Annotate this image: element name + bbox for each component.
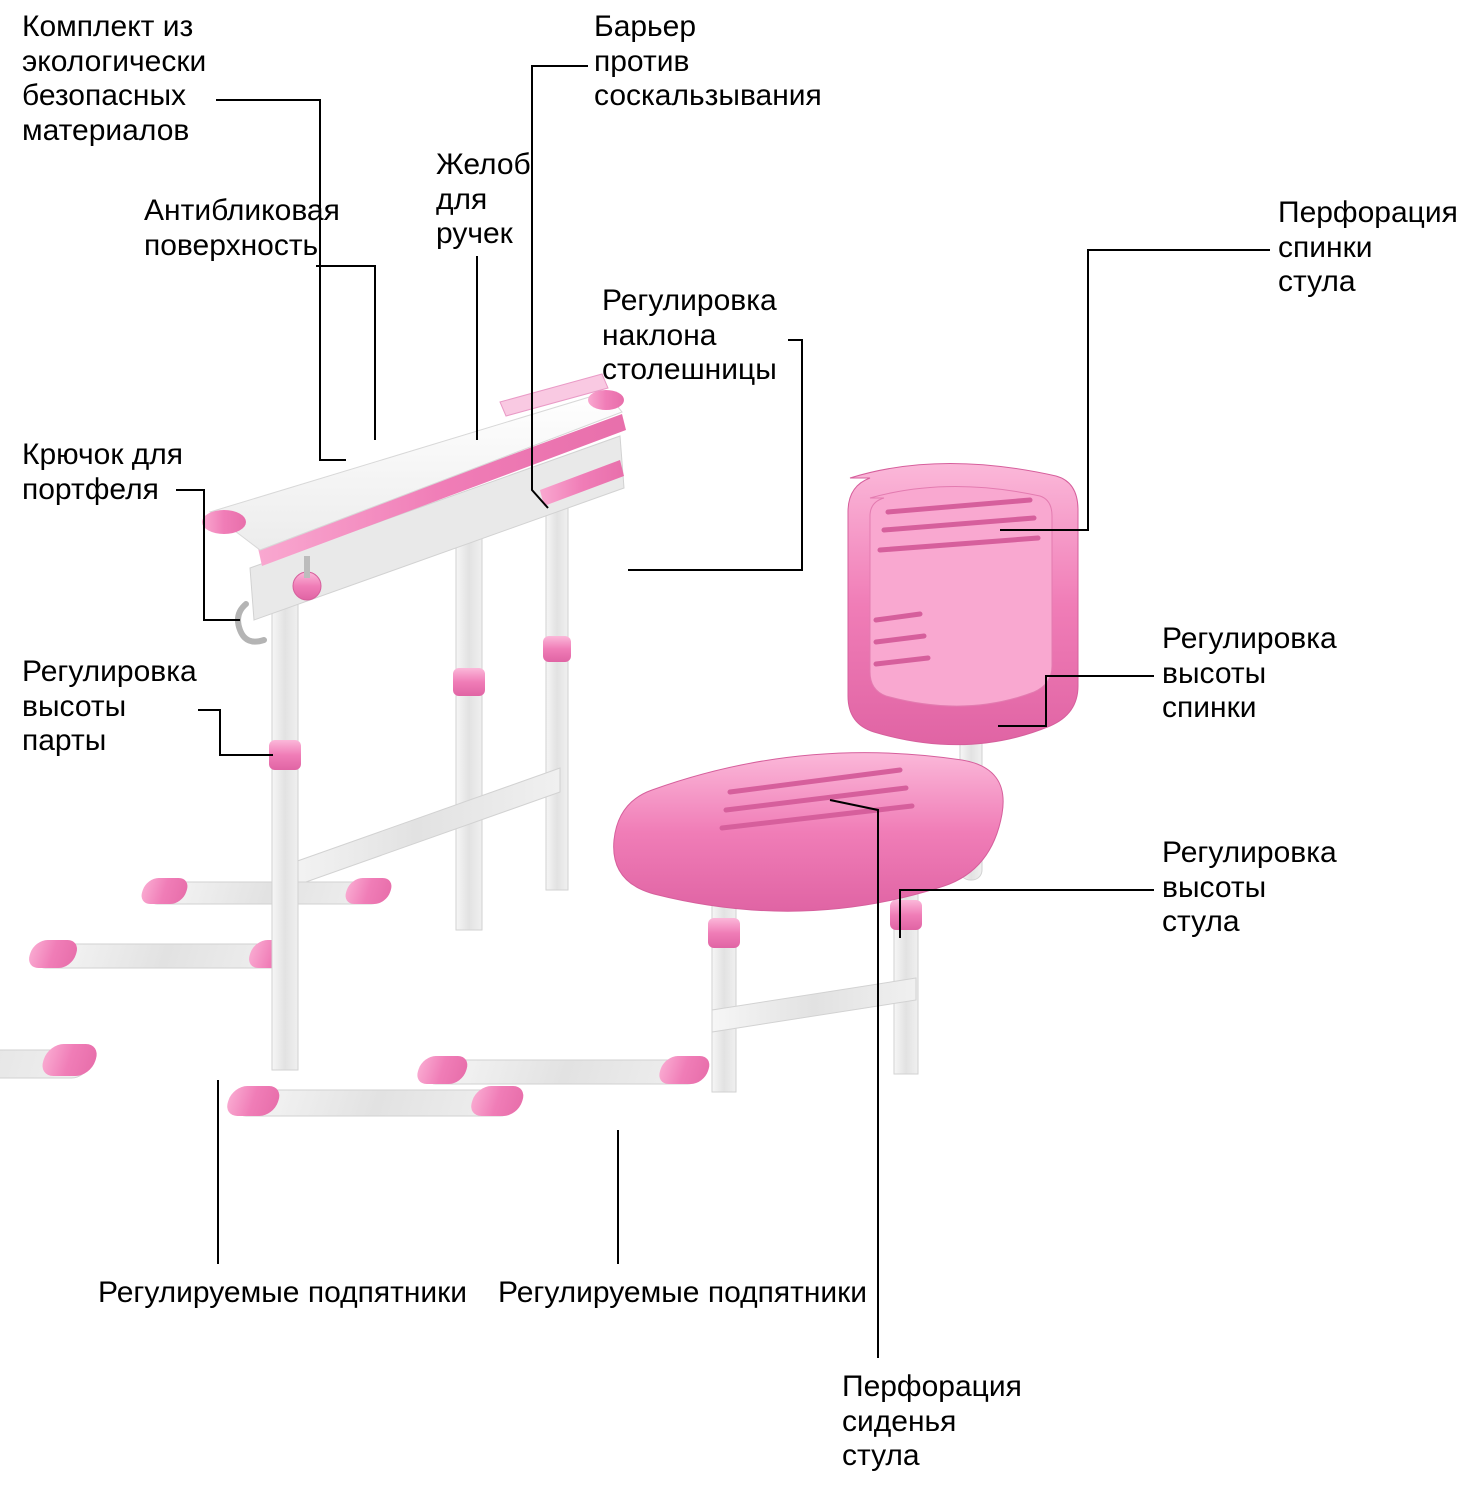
desk-corner-icon [588,390,624,410]
label-eco-materials: Комплект из экологически безопасных мате… [22,10,206,148]
desk-back-leg [546,480,568,890]
label-anti-slip-barrier: Барьер против соскальзывания [594,10,822,114]
label-chair-height: Регулировка высоты стула [1162,836,1337,940]
height-collar-icon [890,900,922,930]
label-backrest-height: Регулировка высоты спинки [1162,622,1337,726]
infographic-stage: Комплект из экологически безопасных мате… [0,0,1468,1487]
desk-corner-icon [202,510,246,534]
label-backrest-perforation: Перфорация спинки стула [1278,196,1458,300]
label-feet-chair: Регулируемые подпятники [498,1276,867,1311]
label-feet-desk: Регулируемые подпятники [98,1276,467,1311]
desk-crossbar [272,768,560,894]
height-collar-icon [708,918,740,948]
label-antiglare: Антибликовая поверхность [144,194,340,263]
tilt-knob-stem [304,556,310,578]
label-seat-perforation: Перфорация сиденья стула [842,1370,1022,1474]
label-pen-groove: Желоб для ручек [436,148,531,252]
foot-cap-icon [38,1044,100,1076]
height-collar-icon [269,740,301,770]
chair-crossbar [712,978,916,1032]
desk-left-leg [272,560,298,1070]
desk-feet [0,878,395,1078]
height-collar-icon [453,668,485,696]
height-collar-icon [543,636,571,662]
label-desk-height: Регулировка высоты парты [22,655,197,759]
desk-right-leg [456,500,482,930]
label-tilt-adjust: Регулировка наклона столешницы [602,284,777,388]
label-bag-hook: Крючок для портфеля [22,438,183,507]
chair-seat [614,753,1003,912]
